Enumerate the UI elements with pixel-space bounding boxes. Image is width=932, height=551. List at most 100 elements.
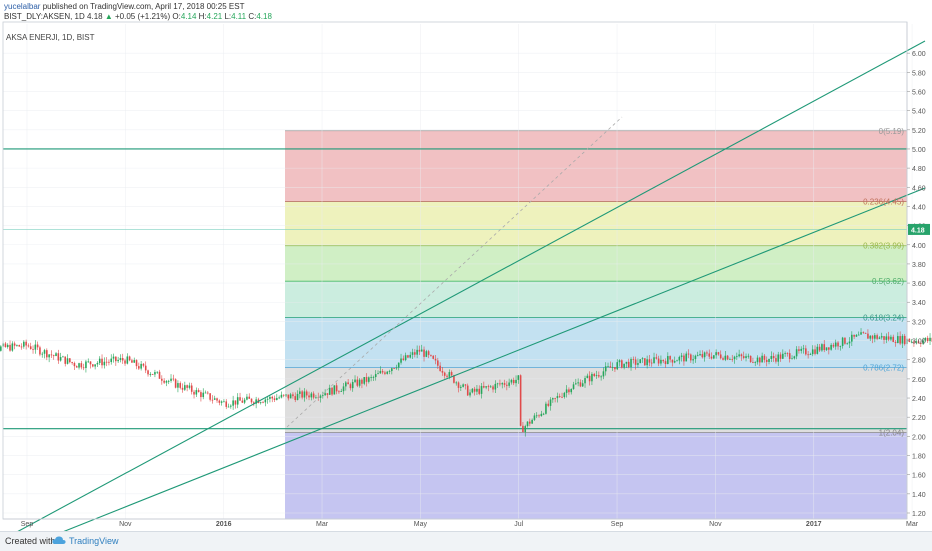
candle-body — [28, 345, 30, 346]
candle-body — [681, 356, 683, 357]
y-tick-label: 5.80 — [912, 70, 926, 77]
candle-body — [741, 354, 743, 356]
candle-body — [324, 393, 326, 395]
candle-body — [485, 386, 487, 387]
candle-body — [766, 360, 768, 362]
candle-body — [794, 356, 796, 358]
candle-body — [219, 401, 221, 403]
candle-body — [120, 358, 122, 360]
candle-body — [223, 401, 225, 402]
tradingview-cloud-icon[interactable] — [52, 535, 66, 546]
candle-body — [536, 415, 538, 416]
candle-body — [154, 372, 156, 374]
candle-body — [490, 386, 492, 387]
candle-body — [51, 354, 53, 355]
candle-body — [702, 354, 704, 357]
candle-body — [649, 359, 651, 362]
candle-body — [32, 349, 34, 350]
candle-body — [205, 393, 207, 394]
fib-level-label: 0.236(4.45) — [863, 198, 904, 207]
y-tick-label: 5.40 — [912, 109, 926, 116]
chart-title: AKSA ENERJI, 1D, BIST — [6, 33, 95, 42]
candle-body — [616, 362, 618, 369]
candle-body — [725, 356, 727, 360]
candle-body — [435, 359, 437, 361]
candle-body — [823, 344, 825, 350]
tradingview-link[interactable]: TradingView — [69, 536, 119, 546]
publish-info: yucelalbar published on TradingView.com,… — [4, 2, 244, 11]
candle-body — [472, 389, 474, 393]
candle-body — [189, 386, 191, 388]
candle-body — [752, 362, 754, 363]
candle-body — [297, 394, 299, 400]
candle-body — [156, 372, 158, 373]
candle-body — [423, 350, 425, 357]
y-tick-label: 4.60 — [912, 185, 926, 192]
fib-level-label: 0.786(2.72) — [863, 363, 904, 372]
candle-body — [577, 382, 579, 383]
candle-body — [248, 397, 250, 399]
candle-body — [718, 352, 720, 354]
candle-body — [610, 366, 612, 367]
candle-body — [357, 380, 359, 386]
candle-body — [860, 332, 862, 334]
candle-body — [200, 392, 202, 397]
candle-body — [736, 356, 738, 357]
candle-body — [389, 371, 391, 372]
x-tick-label: 2016 — [216, 521, 232, 528]
candle-body — [451, 372, 453, 375]
candle-body — [672, 360, 674, 363]
candle-body — [361, 380, 363, 384]
candle-body — [699, 354, 701, 355]
author-link[interactable]: yucelalbar — [4, 2, 40, 11]
candle-body — [518, 375, 520, 380]
candle-body — [665, 361, 667, 364]
open-value: 4.14 — [181, 12, 197, 21]
candle-body — [69, 358, 71, 362]
candle-body — [720, 354, 722, 358]
fib-level-label: 0(5.19) — [879, 127, 905, 136]
x-tick-label: Sep — [611, 521, 624, 528]
candle-body — [667, 356, 669, 364]
candle-body — [55, 353, 57, 356]
candle-body — [511, 380, 513, 383]
candle-body — [748, 356, 750, 357]
candle-body — [584, 378, 586, 383]
close-value: 4.18 — [256, 12, 272, 21]
candle-body — [800, 349, 802, 351]
x-tick-label: Mar — [316, 521, 329, 528]
candle-body — [566, 389, 568, 392]
candle-body — [260, 402, 262, 403]
candle-body — [876, 335, 878, 339]
candle-body — [62, 357, 64, 358]
candle-body — [478, 389, 480, 394]
candle-body — [745, 356, 747, 358]
candle-body — [198, 390, 200, 392]
candle-body — [161, 379, 163, 381]
symbol-label: BIST_DLY:AKSEN, 1D — [4, 12, 85, 21]
candle-body — [593, 374, 595, 376]
candle-body — [23, 342, 25, 347]
candle-body — [874, 335, 876, 339]
candle-body — [515, 380, 517, 383]
candle-body — [396, 368, 398, 369]
candle-body — [662, 360, 664, 361]
candle-body — [531, 420, 533, 424]
candle-body — [299, 391, 301, 394]
candle-body — [759, 358, 761, 363]
y-tick-label: 2.40 — [912, 396, 926, 403]
candle-body — [904, 336, 906, 344]
candle-body — [660, 360, 662, 364]
candle-body — [812, 349, 814, 354]
candle-body — [207, 393, 209, 394]
candle-body — [458, 382, 460, 387]
y-tick-label: 1.80 — [912, 454, 926, 461]
candle-body — [545, 404, 547, 414]
candle-body — [214, 398, 216, 399]
candle-body — [18, 345, 20, 347]
y-tick-label: 4.40 — [912, 204, 926, 211]
candle-body — [216, 398, 218, 400]
last-price: 4.18 — [87, 12, 103, 21]
candle-body — [656, 357, 658, 358]
